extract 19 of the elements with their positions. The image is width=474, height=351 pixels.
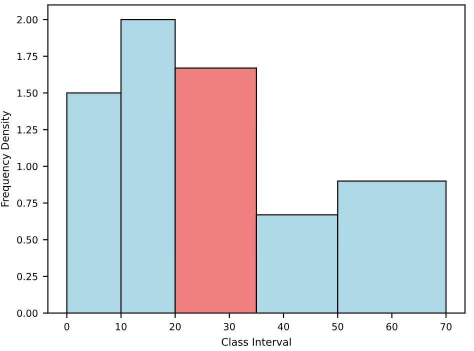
x-tick-label: 60 <box>386 322 398 330</box>
x-tick-label: 50 <box>332 322 344 330</box>
x-tick-label: 0 <box>64 322 70 330</box>
y-axis-title: Frequency Density <box>0 110 11 206</box>
y-tick-label: 1.25 <box>18 126 38 134</box>
x-tick-label: 20 <box>170 322 181 330</box>
y-tick-label: 0.00 <box>17 310 38 317</box>
x-tick-label: 30 <box>224 322 235 330</box>
y-tick-label: 0.75 <box>17 200 38 207</box>
y-tick-label: 0.25 <box>17 272 38 280</box>
x-tick-label: 40 <box>278 322 290 330</box>
y-tick-label: 1.50 <box>18 89 38 97</box>
y-tick-label: 1.75 <box>18 52 38 60</box>
y-tick-label: 1.00 <box>18 162 38 170</box>
x-axis-title: Class Interval <box>222 338 291 346</box>
y-tick-label: 2.00 <box>17 16 38 24</box>
x-tick-label: 70 <box>440 322 452 330</box>
x-tick-label: 10 <box>116 322 127 330</box>
y-tick-label: 0.50 <box>17 236 38 244</box>
